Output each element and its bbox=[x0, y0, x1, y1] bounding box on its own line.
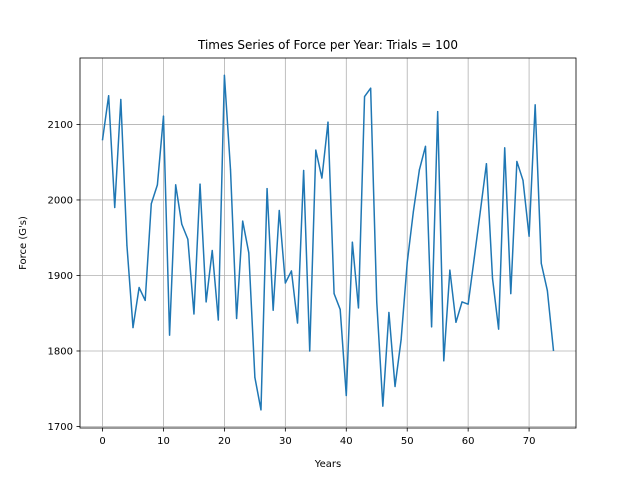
data-point bbox=[345, 394, 347, 397]
data-point bbox=[260, 409, 262, 411]
plot-area-frame bbox=[79, 57, 577, 429]
data-point bbox=[540, 262, 542, 264]
x-tick-label: 0 bbox=[99, 436, 105, 447]
data-point bbox=[229, 169, 232, 171]
data-point bbox=[430, 326, 433, 328]
data-point bbox=[272, 309, 274, 311]
y-tick-label: 2000 bbox=[48, 196, 73, 207]
data-point bbox=[114, 206, 116, 209]
data-point bbox=[376, 301, 378, 303]
data-point bbox=[205, 301, 207, 303]
data-point bbox=[418, 169, 420, 171]
data-point bbox=[522, 179, 524, 181]
data-point bbox=[516, 160, 518, 163]
data-point bbox=[181, 223, 183, 225]
axis-ticks: 0 10 20 30 40 50 60 70 1700 1800 1900 2000 2100 bbox=[48, 120, 536, 447]
data-point bbox=[388, 311, 390, 314]
data-point bbox=[126, 244, 128, 246]
data-point bbox=[498, 328, 500, 330]
data-point bbox=[400, 339, 402, 341]
data-point bbox=[455, 321, 457, 323]
data-point bbox=[406, 262, 408, 264]
data-point bbox=[242, 220, 244, 222]
data-point bbox=[217, 319, 219, 321]
data-point bbox=[296, 322, 299, 324]
data-point bbox=[552, 349, 555, 351]
data-point bbox=[534, 104, 536, 106]
x-tick-label: 70 bbox=[523, 436, 536, 447]
data-point bbox=[156, 184, 158, 186]
data-point bbox=[479, 210, 481, 212]
data-point bbox=[108, 95, 110, 97]
chart-title: Times Series of Force per Year: Trials =… bbox=[197, 38, 458, 52]
data-point bbox=[168, 334, 171, 336]
data-point bbox=[485, 163, 488, 165]
data-point bbox=[187, 238, 189, 240]
series-layer bbox=[101, 74, 555, 411]
data-point bbox=[175, 184, 177, 186]
x-tick-label: 60 bbox=[462, 436, 475, 447]
data-point bbox=[309, 350, 311, 352]
data-point bbox=[443, 360, 445, 362]
data-point bbox=[138, 286, 140, 289]
x-tick-label: 20 bbox=[218, 436, 231, 447]
data-point bbox=[132, 326, 134, 329]
data-point bbox=[351, 241, 353, 243]
x-axis-label: Years bbox=[314, 459, 341, 470]
data-point bbox=[491, 277, 494, 280]
data-point bbox=[223, 74, 226, 76]
data-point bbox=[546, 289, 548, 292]
data-point bbox=[278, 209, 280, 212]
data-point bbox=[211, 249, 213, 252]
y-tick-label: 1900 bbox=[48, 271, 73, 282]
data-point bbox=[193, 313, 195, 315]
data-point bbox=[254, 376, 256, 379]
data-point bbox=[473, 257, 475, 259]
data-point bbox=[236, 317, 238, 320]
data-point bbox=[424, 145, 427, 147]
data-point bbox=[437, 111, 439, 113]
x-tick-label: 50 bbox=[401, 436, 414, 447]
x-tick-label: 10 bbox=[157, 436, 170, 447]
data-point bbox=[370, 87, 372, 89]
data-point bbox=[412, 211, 414, 213]
data-point bbox=[303, 169, 305, 172]
data-point bbox=[266, 188, 268, 190]
data-point bbox=[120, 98, 122, 101]
data-point bbox=[290, 270, 293, 272]
x-tick-label: 30 bbox=[279, 436, 292, 447]
data-point bbox=[150, 203, 152, 205]
data-point bbox=[504, 147, 506, 149]
data-point bbox=[199, 183, 201, 185]
data-point bbox=[357, 307, 360, 309]
data-point bbox=[162, 115, 165, 117]
data-point bbox=[363, 95, 366, 98]
y-axis-label: Force (G's) bbox=[18, 216, 29, 270]
data-point bbox=[321, 177, 323, 179]
data-point bbox=[248, 252, 250, 254]
data-point bbox=[510, 292, 512, 295]
y-tick-label: 2100 bbox=[48, 120, 73, 131]
data-point bbox=[461, 301, 463, 303]
y-tick-label: 1800 bbox=[48, 347, 73, 358]
data-point bbox=[449, 269, 451, 271]
data-point bbox=[382, 405, 384, 407]
data-point bbox=[333, 292, 335, 295]
data-point bbox=[528, 235, 530, 237]
data-point bbox=[144, 299, 146, 301]
x-tick-label: 40 bbox=[340, 436, 353, 447]
y-tick-label: 1700 bbox=[48, 422, 73, 433]
data-point bbox=[315, 149, 317, 151]
data-point bbox=[467, 303, 469, 305]
data-point bbox=[101, 138, 104, 141]
data-point bbox=[339, 308, 341, 311]
data-point bbox=[327, 121, 329, 123]
data-point bbox=[394, 385, 396, 388]
data-point bbox=[284, 282, 286, 284]
